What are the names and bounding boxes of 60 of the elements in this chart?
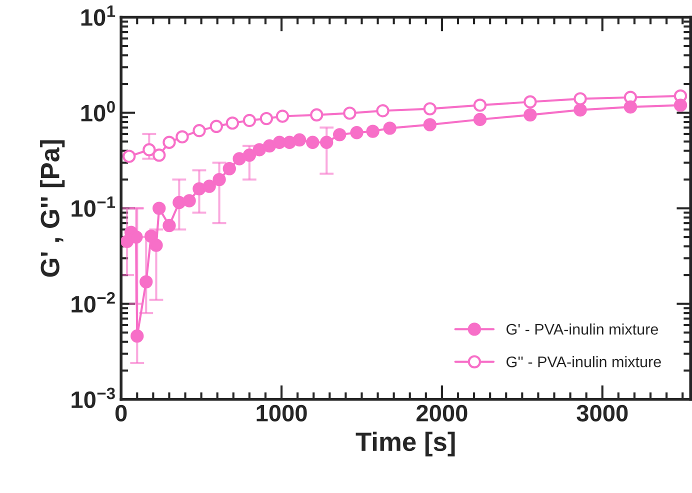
point	[473, 112, 487, 126]
point	[260, 112, 274, 126]
point	[262, 139, 276, 152]
y-axis-title: G' , G'' [Pa]	[40, 140, 65, 277]
point	[333, 128, 346, 142]
x-tick-label: 1000	[256, 404, 307, 422]
point	[192, 182, 206, 196]
point	[574, 92, 587, 106]
point	[226, 116, 240, 130]
point	[366, 124, 380, 138]
point	[152, 202, 166, 215]
point	[320, 136, 334, 149]
point	[383, 122, 396, 135]
y-tick-label: 10$^{−2}$	[72, 292, 115, 313]
point	[182, 194, 196, 208]
point	[152, 148, 166, 162]
point	[674, 98, 688, 112]
point	[162, 218, 176, 232]
point	[242, 148, 256, 162]
point	[574, 103, 587, 117]
x-axis-title: Time [s]	[356, 432, 455, 456]
point	[276, 110, 290, 123]
y-tick-label: 10$^{1}$	[81, 6, 116, 26]
point	[306, 136, 320, 149]
point	[524, 95, 537, 108]
point	[162, 136, 176, 149]
point	[144, 230, 158, 243]
point	[176, 130, 189, 144]
point	[624, 100, 638, 114]
point	[350, 126, 364, 140]
point	[150, 238, 163, 252]
point	[310, 108, 324, 122]
x-tick-label: 2000	[416, 404, 468, 422]
point	[140, 275, 153, 288]
point	[202, 180, 216, 193]
x-tick-label: 3000	[576, 404, 628, 422]
point	[130, 329, 144, 343]
point	[423, 118, 437, 132]
point	[252, 143, 266, 156]
point	[192, 124, 206, 138]
legend-label: G'' - PVA-inulin mixture	[506, 356, 661, 368]
point	[212, 172, 226, 186]
point	[232, 152, 246, 166]
point	[524, 108, 537, 122]
point	[376, 104, 390, 118]
point	[423, 102, 437, 116]
y-tick-label: 10$^{−1}$	[72, 196, 116, 217]
point	[473, 98, 487, 112]
point	[210, 120, 223, 133]
y-tick-label: 10$^{0}$	[81, 101, 115, 122]
legend-label: G' - PVA-inulin mixture	[506, 323, 658, 335]
point	[122, 150, 136, 163]
y-tick-label: 10$^{−3}$	[72, 388, 115, 408]
point	[282, 136, 296, 149]
point	[242, 114, 256, 128]
point	[292, 133, 306, 146]
point	[343, 106, 356, 120]
point	[222, 162, 236, 176]
point	[142, 143, 156, 156]
x-tick-label: 0	[115, 404, 127, 422]
